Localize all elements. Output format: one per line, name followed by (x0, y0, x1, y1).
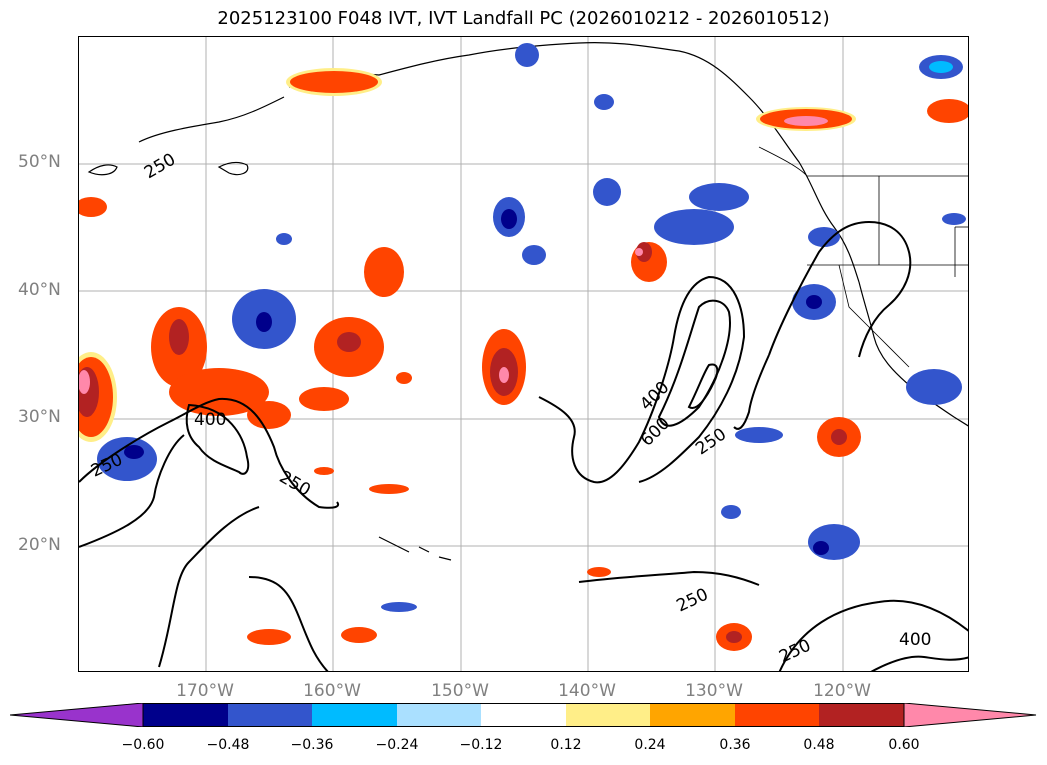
map-panel[interactable]: 250 400 250 250 400 600 250 250 250 400 (78, 36, 969, 672)
colorbar-bin (819, 703, 904, 727)
colorbar-tick: −0.48 (206, 737, 250, 753)
colorbar-bin (481, 703, 566, 727)
positive-anomaly-shading (79, 68, 968, 651)
map-canvas: 250 400 250 250 400 600 250 250 250 400 (79, 37, 968, 671)
contour-label-400-a: 400 (194, 410, 226, 430)
contour-label-250-e: 250 (674, 585, 712, 617)
colorbar-tick: −0.24 (375, 737, 419, 753)
contour-label-400-b: 400 (636, 378, 673, 415)
lon-label-150w: 150°W (431, 681, 489, 701)
colorbar-bin (143, 703, 228, 727)
lat-label-50n: 50°N (18, 152, 61, 172)
colorbar-bin (397, 703, 481, 727)
colorbar-bin (566, 703, 650, 727)
map-title: 2025123100 F048 IVT, IVT Landfall PC (20… (217, 8, 830, 29)
colorbar-bin (650, 703, 735, 727)
colorbar-tick: 0.36 (719, 737, 751, 753)
colorbar-extend-low (10, 703, 144, 727)
colorbar-bin (735, 703, 819, 727)
contour-label-250-d: 250 (692, 424, 730, 459)
colorbar-tick: −0.12 (459, 737, 503, 753)
colorbar (10, 703, 1037, 727)
contour-label-250-c: 250 (276, 467, 314, 501)
lat-label-20n: 20°N (18, 535, 61, 555)
lat-label-40n: 40°N (18, 280, 61, 300)
colorbar-tick: 0.60 (888, 737, 920, 753)
colorbar-bin (228, 703, 312, 727)
lon-label-140w: 140°W (558, 681, 616, 701)
contour-label-400-c: 400 (899, 630, 931, 650)
colorbar-tick: −0.36 (290, 737, 334, 753)
contour-label-250-f: 250 (776, 636, 814, 668)
colorbar-bin (312, 703, 397, 727)
lon-label-160w: 160°W (303, 681, 361, 701)
lon-label-130w: 130°W (685, 681, 743, 701)
lat-label-30n: 30°N (18, 407, 61, 427)
negative-anomaly-shading (97, 43, 966, 612)
coastlines (87, 42, 968, 561)
lon-label-120w: 120°W (813, 681, 871, 701)
colorbar-tick: 0.48 (803, 737, 835, 753)
colorbar-tick: 0.24 (634, 737, 666, 753)
lon-label-170w: 170°W (176, 681, 234, 701)
colorbar-tick: −0.60 (121, 737, 165, 753)
ivt-contours (79, 220, 968, 671)
contour-label-250-a: 250 (141, 150, 179, 184)
political-boundaries (758, 146, 968, 368)
colorbar-tick: 0.12 (550, 737, 582, 753)
colorbar-extend-high (903, 703, 1037, 727)
